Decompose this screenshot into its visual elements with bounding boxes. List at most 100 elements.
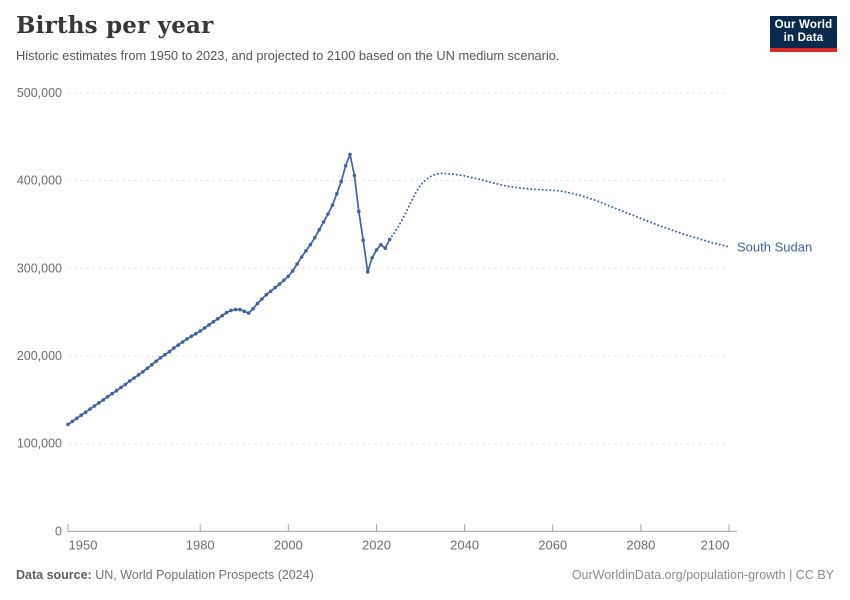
data-point-marker bbox=[277, 282, 282, 286]
historic-line bbox=[67, 153, 391, 426]
data-point-marker bbox=[176, 343, 180, 347]
y-tick-label: 200,000 bbox=[17, 349, 62, 363]
data-point-marker bbox=[79, 413, 83, 418]
data-point-marker bbox=[127, 379, 132, 383]
data-point-marker bbox=[317, 228, 322, 232]
data-point-marker bbox=[282, 278, 286, 283]
data-point-marker bbox=[343, 164, 348, 168]
data-point-marker bbox=[339, 179, 344, 184]
data-point-marker bbox=[216, 317, 220, 321]
data-point-marker bbox=[97, 401, 101, 405]
x-tick-label: 2080 bbox=[626, 537, 655, 552]
data-point-marker bbox=[145, 366, 150, 371]
data-point-marker bbox=[264, 292, 269, 297]
data-point-marker bbox=[110, 391, 114, 396]
data-point-marker bbox=[194, 331, 198, 336]
owid-url-link[interactable]: OurWorldinData.org/population-growth | C… bbox=[571, 568, 834, 582]
data-point-marker bbox=[268, 289, 273, 294]
y-tick-label: 300,000 bbox=[17, 261, 62, 275]
data-point-marker bbox=[163, 352, 167, 357]
data-source-label: Data source: bbox=[16, 568, 92, 582]
data-point-marker bbox=[149, 363, 154, 367]
data-point-marker bbox=[370, 255, 374, 260]
data-point-marker bbox=[189, 334, 194, 339]
data-point-marker bbox=[220, 313, 224, 318]
chart-footer: Data source: UN, World Population Prospe… bbox=[16, 568, 834, 582]
data-point-marker bbox=[158, 356, 163, 360]
data-point-marker bbox=[242, 309, 247, 314]
data-point-marker bbox=[251, 306, 255, 311]
page-title: Births per year bbox=[16, 12, 214, 39]
data-point-marker bbox=[255, 301, 260, 306]
historic-line-markers bbox=[66, 152, 392, 427]
data-point-marker bbox=[75, 416, 79, 421]
data-point-marker bbox=[313, 235, 317, 240]
data-point-marker bbox=[154, 359, 158, 364]
data-point-marker bbox=[172, 346, 176, 350]
data-point-marker bbox=[379, 242, 383, 247]
data-point-marker bbox=[207, 323, 211, 327]
data-source-note: Data source: UN, World Population Prospe… bbox=[16, 568, 314, 582]
y-tick-label: 400,000 bbox=[17, 174, 62, 188]
data-point-marker bbox=[286, 274, 291, 279]
y-tick-label: 100,000 bbox=[17, 437, 62, 451]
data-point-marker bbox=[114, 388, 119, 393]
data-point-marker bbox=[299, 255, 304, 259]
data-point-marker bbox=[326, 212, 330, 216]
data-point-marker bbox=[361, 238, 366, 243]
owid-logo[interactable]: Our World in Data bbox=[770, 16, 837, 52]
data-point-marker bbox=[92, 404, 97, 408]
owid-logo-line2: in Data bbox=[783, 32, 824, 44]
data-point-marker bbox=[136, 373, 141, 377]
data-point-marker bbox=[119, 385, 123, 390]
data-point-marker bbox=[335, 192, 339, 196]
data-point-marker bbox=[70, 419, 75, 424]
data-point-marker bbox=[141, 370, 145, 374]
x-tick-label: 2040 bbox=[450, 537, 479, 552]
data-point-marker bbox=[185, 337, 189, 341]
y-tick-label: 500,000 bbox=[17, 86, 62, 100]
data-point-marker bbox=[290, 269, 295, 273]
data-point-marker bbox=[101, 398, 106, 402]
data-point-marker bbox=[260, 297, 264, 301]
owid-logo-line1: Our World bbox=[774, 18, 833, 31]
data-point-marker bbox=[202, 326, 207, 330]
data-point-marker bbox=[246, 311, 251, 315]
data-point-marker bbox=[211, 320, 216, 324]
data-source-text: UN, World Population Prospects (2024) bbox=[91, 568, 314, 582]
data-point-marker bbox=[348, 152, 352, 157]
x-tick-label: 2100 bbox=[701, 537, 730, 552]
data-point-marker bbox=[308, 242, 313, 247]
data-point-marker bbox=[238, 307, 242, 312]
entity-label: South Sudan bbox=[737, 239, 812, 254]
x-tick-label: 2000 bbox=[274, 537, 303, 552]
data-point-marker bbox=[229, 308, 233, 313]
data-point-marker bbox=[352, 173, 357, 178]
chart-subtitle: Historic estimates from 1950 to 2023, an… bbox=[16, 48, 560, 63]
data-point-marker bbox=[304, 249, 308, 253]
data-point-marker bbox=[233, 307, 238, 312]
x-tick-label: 1950 bbox=[69, 537, 98, 552]
data-point-marker bbox=[374, 248, 379, 252]
x-tick-label: 2060 bbox=[538, 537, 567, 552]
data-point-marker bbox=[330, 203, 335, 207]
data-point-marker bbox=[383, 246, 388, 250]
data-point-marker bbox=[66, 422, 70, 427]
data-point-marker bbox=[198, 329, 202, 333]
data-point-marker bbox=[365, 270, 370, 274]
data-point-marker bbox=[132, 376, 136, 380]
x-tick-label: 1980 bbox=[186, 537, 215, 552]
y-tick-label: 0 bbox=[55, 524, 62, 538]
x-tick-label: 2020 bbox=[362, 537, 391, 552]
data-point-marker bbox=[83, 410, 88, 415]
data-point-marker bbox=[180, 340, 185, 344]
data-point-marker bbox=[295, 262, 299, 266]
data-point-marker bbox=[105, 395, 110, 399]
projection-line bbox=[388, 172, 730, 248]
data-point-marker bbox=[224, 310, 229, 315]
data-point-marker bbox=[357, 209, 361, 214]
data-point-marker bbox=[123, 382, 128, 387]
chart-header: Births per year Historic estimates from … bbox=[16, 12, 834, 63]
